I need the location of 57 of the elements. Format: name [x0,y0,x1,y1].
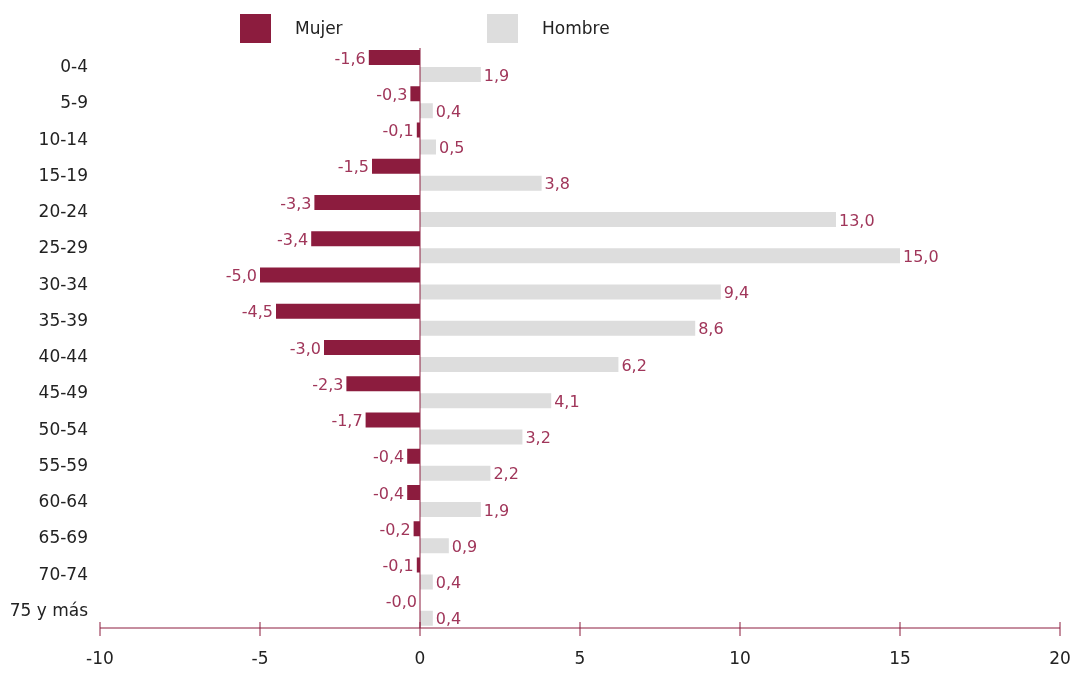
y-tick-label: 60-64 [38,491,88,512]
data-label: -5,0 [225,266,257,285]
y-tick-label: 50-54 [38,418,88,439]
data-label: 1,9 [483,500,510,520]
legend-label: Mujer [295,18,343,38]
data-label: 13,0 [839,210,875,230]
y-tick-label: 0-4 [60,56,88,77]
data-label: 6,2 [621,355,647,375]
y-tick-label: 20-24 [38,201,88,222]
data-label: 4,1 [554,391,580,411]
x-tick-label: 5 [574,648,586,668]
data-label: 0,9 [451,536,478,556]
data-label: 0,5 [439,138,465,157]
y-tick-label: 5-9 [60,92,88,113]
data-label: -0,3 [376,84,408,104]
x-tick-label: 20 [1049,648,1071,668]
y-tick-label: 65-69 [38,527,88,548]
data-label: -1,7 [331,411,363,430]
data-label: 0,4 [435,101,462,121]
data-label: 15,0 [903,246,939,266]
y-tick-label: 15-19 [38,164,88,185]
data-label: -4,5 [241,302,273,322]
data-label: -0,4 [372,483,405,503]
data-label: -3,0 [289,338,321,358]
y-tick-label: 40-44 [38,346,88,367]
data-label: 0,4 [435,573,462,592]
x-tick-label: 10 [729,648,751,668]
y-tick-label: 45-49 [38,382,88,403]
data-label: -0,4 [372,447,405,467]
x-tick-label: 0 [414,648,426,668]
data-label: -0,1 [382,121,414,140]
y-tick-label: 70-74 [38,563,88,584]
y-tick-label: 10-14 [38,128,88,149]
y-tick-label: 55-59 [38,454,88,475]
y-tick-label: 75 y más [9,599,89,620]
y-tick-label: 25-29 [38,237,88,258]
data-label: -0,1 [382,556,414,575]
data-label: 9,4 [723,283,750,302]
data-label: 8,6 [698,319,724,339]
x-tick-label: -10 [86,648,114,668]
data-label: -3,4 [276,229,309,249]
legend-label: Hombre [542,18,610,38]
data-label: 3,8 [544,174,571,194]
data-label: -0,0 [385,592,417,612]
data-label: -1,6 [334,48,366,68]
data-label: 2,2 [493,464,519,484]
data-label: 0,4 [435,609,462,629]
data-label: -2,3 [312,374,344,394]
x-tick-label: -5 [251,648,269,668]
y-tick-label: 30-34 [38,273,88,294]
data-label: -0,2 [379,519,411,539]
x-tick-label: 15 [889,648,911,668]
data-label: 3,2 [525,428,551,447]
data-label: -1,5 [337,157,369,177]
y-tick-label: 35-39 [38,309,88,330]
data-label: -3,3 [280,193,312,213]
data-label: 1,9 [483,65,510,85]
